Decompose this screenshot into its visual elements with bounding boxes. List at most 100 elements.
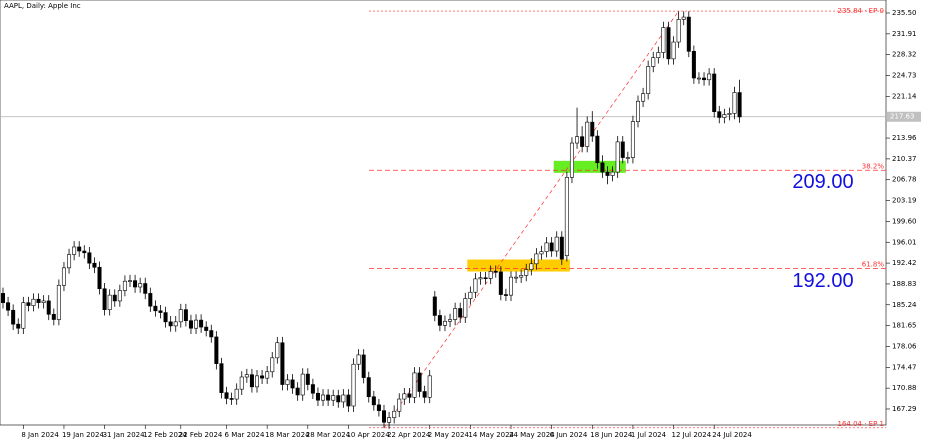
- candle-body: [483, 277, 488, 280]
- candle-body: [315, 392, 320, 401]
- x-tick-label: 6 Jun 2024: [550, 431, 588, 439]
- candle-body: [437, 315, 442, 326]
- y-tick-label: 174.47: [892, 363, 917, 371]
- candle-body: [666, 27, 671, 60]
- candle-body: [275, 342, 280, 359]
- candle-body: [326, 394, 331, 401]
- candle-body: [376, 404, 381, 411]
- candle-body: [681, 16, 686, 20]
- candle-body: [234, 388, 239, 400]
- candle-body: [585, 121, 590, 147]
- candle-body: [630, 121, 635, 158]
- candle-body: [610, 171, 615, 176]
- candle-body: [620, 141, 625, 158]
- candle-body: [36, 298, 41, 303]
- y-tick-label: 210.37: [892, 155, 917, 163]
- candle-body: [346, 394, 351, 407]
- candle-body: [590, 121, 595, 137]
- candle-body: [194, 319, 199, 329]
- candle-body: [712, 73, 717, 112]
- candle-body: [407, 393, 412, 398]
- candle-body: [341, 394, 346, 403]
- candle-body: [402, 393, 407, 400]
- candle-body: [16, 323, 21, 329]
- candle-body: [21, 302, 26, 329]
- candle-body: [56, 284, 61, 320]
- candle-body: [453, 308, 458, 320]
- y-tick-label: 231.91: [892, 30, 917, 38]
- candle-body: [615, 141, 620, 173]
- x-tick-label: 18 Jun 2024: [590, 431, 633, 439]
- candle-body: [600, 162, 605, 173]
- y-tick-label: 167.29: [892, 405, 917, 413]
- candle-body: [641, 93, 646, 102]
- candle-body: [493, 271, 498, 273]
- candle-body: [691, 51, 696, 79]
- candle-body: [305, 373, 310, 385]
- x-tick-label: 10 Apr 2024: [346, 431, 390, 439]
- candle-body: [656, 52, 661, 59]
- y-tick-label: 181.65: [892, 322, 917, 330]
- candle-body: [646, 66, 651, 94]
- candle-body: [188, 320, 193, 329]
- candle-body: [651, 57, 656, 67]
- candle-body: [442, 320, 447, 326]
- candle-body: [178, 309, 183, 323]
- candle-body: [31, 298, 36, 306]
- x-tick-label: 24 Jul 2024: [712, 431, 752, 439]
- candle-body: [87, 252, 92, 264]
- fib-level-label: 61.8%: [862, 261, 885, 269]
- candle-body: [67, 254, 72, 269]
- y-tick-label: 213.96: [892, 134, 917, 142]
- candle-body: [559, 236, 564, 260]
- candle-body: [473, 278, 478, 293]
- candle-body: [214, 336, 219, 364]
- annotation-label: 209.00: [792, 171, 853, 193]
- candle-body: [158, 310, 163, 313]
- candle-body: [112, 294, 117, 302]
- y-tick-label: 224.73: [892, 72, 917, 80]
- current-price-label: 217.63: [890, 113, 915, 121]
- y-tick-label: 206.78: [892, 176, 917, 184]
- candle-body: [412, 372, 417, 398]
- candle-body: [77, 246, 82, 252]
- candle-body: [97, 266, 102, 290]
- candle-body: [148, 293, 153, 307]
- fib-edge-label: 235.84 · EP 0: [838, 7, 885, 15]
- candle-body: [285, 379, 290, 385]
- candle-body: [209, 330, 214, 338]
- candle-body: [366, 377, 371, 398]
- candle-body: [219, 363, 224, 393]
- candle-body: [331, 395, 336, 401]
- fib-trend-line: [383, 10, 679, 429]
- candle-body: [381, 410, 386, 423]
- candle-body: [422, 391, 427, 398]
- candle-body: [133, 280, 138, 288]
- candle-body: [575, 136, 580, 144]
- candle-body: [72, 246, 77, 255]
- annotation-label: 192.00: [792, 270, 853, 292]
- x-tick-label: 18 Mar 2024: [265, 431, 310, 439]
- x-tick-label: 22 Feb 2024: [179, 431, 223, 439]
- candle-body: [605, 171, 610, 176]
- y-tick-label: 221.14: [892, 92, 917, 100]
- candle-body: [524, 269, 529, 276]
- candle-body: [544, 242, 549, 252]
- candle-body: [321, 394, 326, 401]
- candle-body: [143, 283, 148, 294]
- candle-body: [11, 309, 16, 325]
- candle-body: [427, 375, 432, 398]
- candle-body: [336, 395, 341, 403]
- candle-body: [163, 312, 168, 323]
- y-tick-label: 235.50: [892, 9, 917, 17]
- x-tick-label: 6 Mar 2024: [225, 431, 265, 439]
- plot-frame: [0, 0, 887, 426]
- candle-body: [224, 392, 229, 399]
- candle-body: [138, 283, 143, 288]
- candle-body: [361, 354, 366, 378]
- x-tick-label: 28 Mar 2024: [306, 431, 351, 439]
- current-price-box: [887, 111, 921, 122]
- fib-edge-label: 164.04 · EP 1: [838, 420, 885, 428]
- candle-body: [26, 302, 31, 306]
